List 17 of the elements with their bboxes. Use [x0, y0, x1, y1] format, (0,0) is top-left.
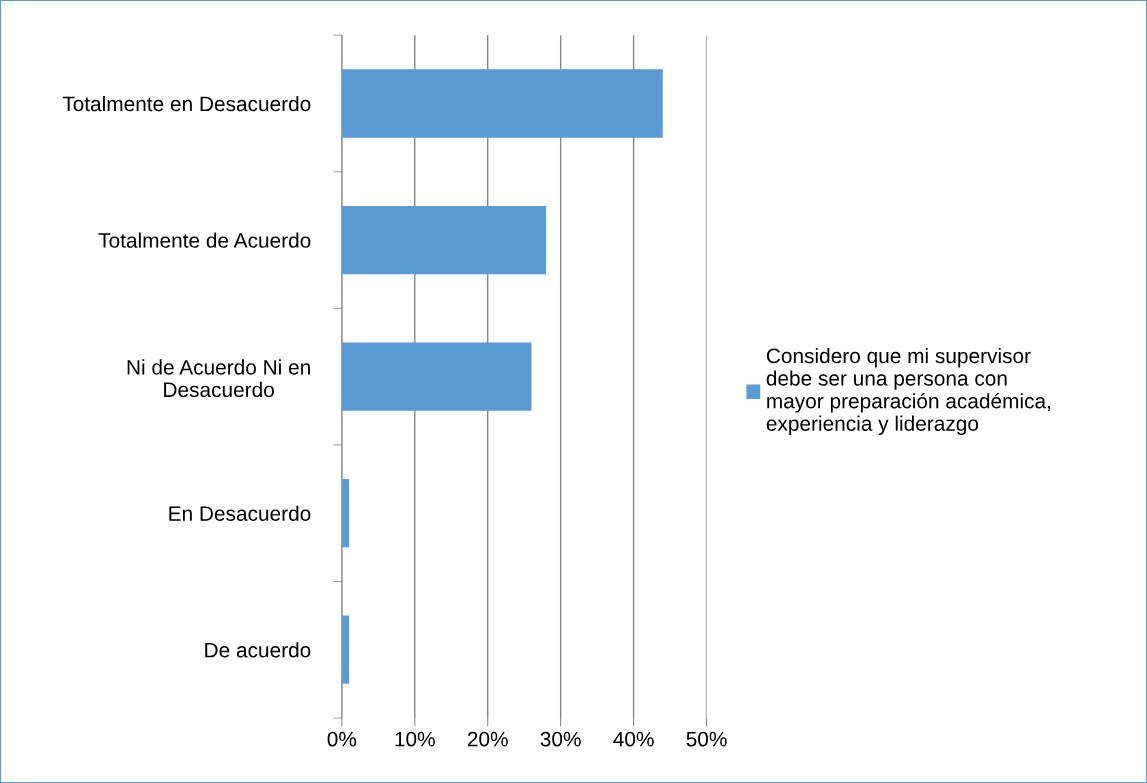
x-tick-label: 50%: [686, 731, 727, 747]
y-tick-label: Totalmente en Desacuerdo: [62, 95, 311, 112]
y-tick-label: Ni de Acuerdo Ni en Desacuerdo: [127, 359, 310, 398]
x-tick-label: 10%: [395, 731, 435, 747]
legend-label: Considero que mi supervisor debe ser una persona con mayor preparación académica, experiencia y liderazgo: [766, 347, 1050, 436]
bar: [341, 205, 547, 275]
x-tick-label: 40%: [613, 731, 654, 747]
bar: [341, 342, 532, 411]
bar: [341, 69, 663, 138]
y-tick-label: Totalmente de Acuerdo: [98, 232, 311, 248]
y-tick-label: En Desacuerdo: [169, 505, 311, 521]
x-tick-label: 20%: [467, 731, 508, 747]
bar: [341, 479, 350, 548]
x-tick-label: 0%: [327, 731, 357, 747]
y-tick-label: De acuerdo: [205, 642, 311, 658]
bar: [341, 615, 350, 684]
x-tick-label: 30%: [540, 731, 581, 747]
